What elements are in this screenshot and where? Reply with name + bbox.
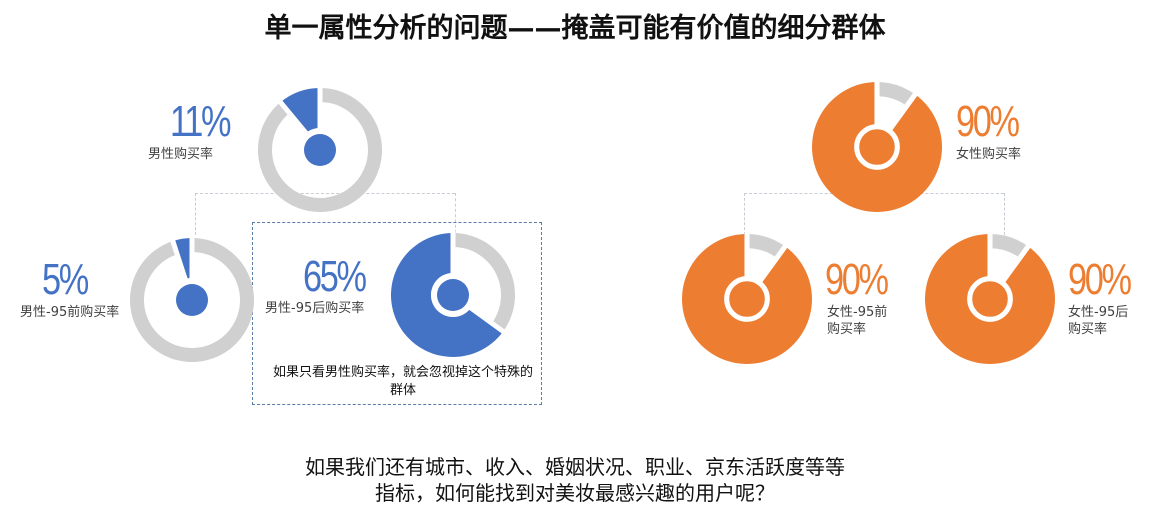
female-pre95-pie-chart	[682, 233, 812, 364]
female-root-label: 女性购买率	[956, 147, 1022, 162]
female-root-pie-chart	[812, 81, 942, 212]
bottom-question-line1: 如果我们还有城市、收入、婚姻状况、职业、京东活跃度等等	[305, 455, 845, 479]
female-root-percent: 90%	[956, 97, 1020, 146]
male-post95-donut-chart	[390, 231, 515, 357]
connector-female-right	[1004, 193, 1005, 235]
female-pre95-label-line1: 女性-95前	[827, 305, 888, 320]
connector-male-horizontal	[195, 193, 455, 194]
bottom-question: 如果我们还有城市、收入、婚姻状况、职业、京东活跃度等等 指标，如何能找到对美妆最…	[0, 454, 1150, 506]
male-pre95-percent: 5%	[42, 255, 89, 304]
female-post95-percent: 90%	[1068, 255, 1132, 304]
male-root-percent: 11%	[170, 97, 231, 146]
female-post95-pie-chart	[925, 233, 1055, 364]
male-post95-percent: 65%	[303, 252, 367, 301]
male-root-label: 男性购买率	[148, 147, 214, 162]
connector-male-left	[195, 193, 196, 235]
male-pre95-label: 男性-95前购买率	[20, 305, 120, 320]
male-root-donut-chart	[258, 86, 382, 212]
female-post95-label-line2: 购买率	[1068, 322, 1108, 337]
connector-female-left	[744, 193, 745, 235]
female-pre95-label-line2: 购买率	[827, 322, 867, 337]
connector-male-right	[455, 193, 456, 233]
female-pre95-percent: 90%	[825, 255, 889, 304]
page-title: 单一属性分析的问题——掩盖可能有价值的细分群体	[264, 13, 886, 44]
female-post95-label-line1: 女性-95后	[1068, 305, 1129, 320]
bottom-question-line2: 指标，如何能找到对美妆最感兴趣的用户呢？	[375, 481, 775, 505]
male-pre95-donut-chart	[130, 236, 254, 362]
highlight-note: 如果只看男性购买率，就会忽视掉这个特殊的群体	[272, 365, 533, 398]
male-post95-label: 男性-95后购买率	[265, 301, 365, 316]
